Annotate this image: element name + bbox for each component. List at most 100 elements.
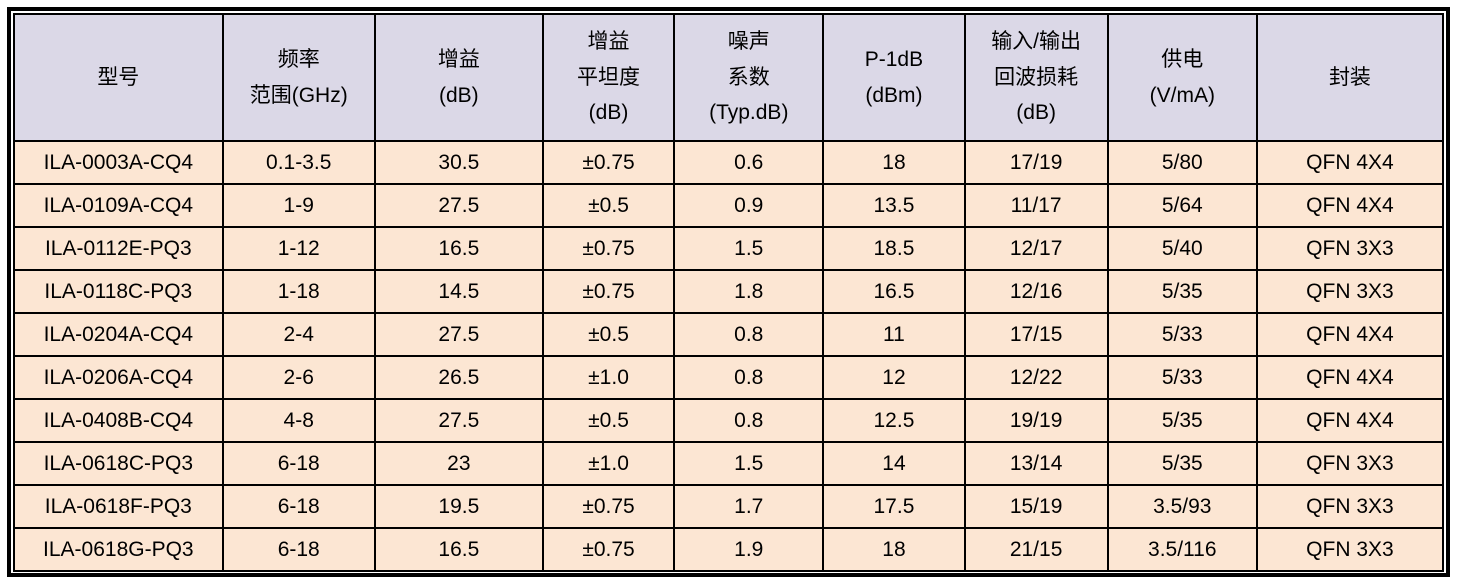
value-cell: QFN 4X4 bbox=[1255, 140, 1445, 185]
value-cell: 30.5 bbox=[373, 140, 544, 185]
column-header-package: 封装 bbox=[1255, 13, 1445, 142]
model-cell: ILA-0618G-PQ3 bbox=[13, 527, 224, 572]
value-cell: 5/35 bbox=[1106, 398, 1258, 443]
value-cell: QFN 4X4 bbox=[1255, 398, 1445, 443]
value-cell: 0.8 bbox=[673, 355, 825, 400]
value-cell: 0.9 bbox=[673, 183, 825, 228]
value-cell: 5/80 bbox=[1106, 140, 1258, 185]
value-cell: 6-18 bbox=[221, 484, 376, 529]
value-cell: 5/35 bbox=[1106, 441, 1258, 486]
value-cell: 17/19 bbox=[963, 140, 1109, 185]
value-cell: ±0.5 bbox=[541, 312, 676, 357]
value-cell: 27.5 bbox=[373, 398, 544, 443]
model-cell: ILA-0109A-CQ4 bbox=[13, 183, 224, 228]
header-row: 型号 频率 范围(GHz) 增益 (dB) 增益 平坦度 (dB) 噪声 系数 … bbox=[13, 13, 1445, 142]
value-cell: 16.5 bbox=[373, 527, 544, 572]
value-cell: 14 bbox=[822, 441, 966, 486]
value-cell: QFN 3X3 bbox=[1255, 269, 1445, 314]
value-cell: QFN 4X4 bbox=[1255, 312, 1445, 357]
model-cell: ILA-0204A-CQ4 bbox=[13, 312, 224, 357]
value-cell: 13/14 bbox=[963, 441, 1109, 486]
value-cell: 27.5 bbox=[373, 183, 544, 228]
model-cell: ILA-0112E-PQ3 bbox=[13, 226, 224, 271]
value-cell: ±0.75 bbox=[541, 269, 676, 314]
value-cell: 17/15 bbox=[963, 312, 1109, 357]
value-cell: QFN 3X3 bbox=[1255, 527, 1445, 572]
model-cell: ILA-0618C-PQ3 bbox=[13, 441, 224, 486]
value-cell: 5/35 bbox=[1106, 269, 1258, 314]
value-cell: 0.8 bbox=[673, 398, 825, 443]
value-cell: 1.7 bbox=[673, 484, 825, 529]
value-cell: 26.5 bbox=[373, 355, 544, 400]
value-cell: 1.8 bbox=[673, 269, 825, 314]
value-cell: 17.5 bbox=[822, 484, 966, 529]
table-row: ILA-0618C-PQ3 6-18 23 ±1.0 1.5 14 13/14 5/35 QFN… bbox=[13, 441, 1445, 486]
model-cell: ILA-0618F-PQ3 bbox=[13, 484, 224, 529]
column-header-gain: 增益 (dB) bbox=[373, 13, 544, 142]
value-cell: ±0.75 bbox=[541, 527, 676, 572]
table-row: ILA-0204A-CQ4 2-4 27.5 ±0.5 0.8 11 17/15 5/33 QF… bbox=[13, 312, 1445, 357]
value-cell: 16.5 bbox=[822, 269, 966, 314]
value-cell: 27.5 bbox=[373, 312, 544, 357]
value-cell: 14.5 bbox=[373, 269, 544, 314]
value-cell: 12/22 bbox=[963, 355, 1109, 400]
value-cell: QFN 3X3 bbox=[1255, 441, 1445, 486]
value-cell: ±0.5 bbox=[541, 183, 676, 228]
value-cell: 4-8 bbox=[221, 398, 376, 443]
value-cell: 1-9 bbox=[221, 183, 376, 228]
table-header: 型号 频率 范围(GHz) 增益 (dB) 增益 平坦度 (dB) 噪声 系数 … bbox=[13, 13, 1445, 142]
value-cell: ±1.0 bbox=[541, 355, 676, 400]
table-row: ILA-0618F-PQ3 6-18 19.5 ±0.75 1.7 17.5 15/19 3.… bbox=[13, 484, 1445, 529]
value-cell: 1.5 bbox=[673, 226, 825, 271]
table-row: ILA-0112E-PQ3 1-12 16.5 ±0.75 1.5 18.5 12/17 5/… bbox=[13, 226, 1445, 271]
value-cell: 5/64 bbox=[1106, 183, 1258, 228]
value-cell: 5/33 bbox=[1106, 355, 1258, 400]
value-cell: 5/33 bbox=[1106, 312, 1258, 357]
model-cell: ILA-0003A-CQ4 bbox=[13, 140, 224, 185]
table-row: ILA-0408B-CQ4 4-8 27.5 ±0.5 0.8 12.5 19/19 5/35… bbox=[13, 398, 1445, 443]
value-cell: 0.6 bbox=[673, 140, 825, 185]
value-cell: QFN 4X4 bbox=[1255, 355, 1445, 400]
table-row: ILA-0118C-PQ3 1-18 14.5 ±0.75 1.8 16.5 12/16 5/… bbox=[13, 269, 1445, 314]
model-cell: ILA-0118C-PQ3 bbox=[13, 269, 224, 314]
value-cell: 12.5 bbox=[822, 398, 966, 443]
value-cell: 23 bbox=[373, 441, 544, 486]
value-cell: ±0.5 bbox=[541, 398, 676, 443]
value-cell: 12/17 bbox=[963, 226, 1109, 271]
value-cell: 19.5 bbox=[373, 484, 544, 529]
value-cell: 15/19 bbox=[963, 484, 1109, 529]
value-cell: 16.5 bbox=[373, 226, 544, 271]
column-header-model: 型号 bbox=[13, 13, 224, 142]
value-cell: 1-12 bbox=[221, 226, 376, 271]
value-cell: ±0.75 bbox=[541, 140, 676, 185]
value-cell: ±1.0 bbox=[541, 441, 676, 486]
value-cell: 6-18 bbox=[221, 527, 376, 572]
table-row: ILA-0003A-CQ4 0.1-3.5 30.5 ±0.75 0.6 18 17/19 5… bbox=[13, 140, 1445, 185]
model-cell: ILA-0206A-CQ4 bbox=[13, 355, 224, 400]
column-header-gain-flatness: 增益 平坦度 (dB) bbox=[541, 13, 676, 142]
value-cell: 1.9 bbox=[673, 527, 825, 572]
value-cell: 18 bbox=[822, 527, 966, 572]
spec-table-frame: 型号 频率 范围(GHz) 增益 (dB) 增益 平坦度 (dB) 噪声 系数 … bbox=[7, 7, 1450, 577]
table-body: ILA-0003A-CQ4 0.1-3.5 30.5 ±0.75 0.6 18 17/19 5… bbox=[13, 140, 1445, 572]
value-cell: QFN 4X4 bbox=[1255, 183, 1445, 228]
value-cell: 18 bbox=[822, 140, 966, 185]
value-cell: 2-6 bbox=[221, 355, 376, 400]
amplifier-spec-table: 型号 频率 范围(GHz) 增益 (dB) 增益 平坦度 (dB) 噪声 系数 … bbox=[13, 13, 1445, 572]
value-cell: 0.8 bbox=[673, 312, 825, 357]
value-cell: 0.1-3.5 bbox=[221, 140, 376, 185]
value-cell: 21/15 bbox=[963, 527, 1109, 572]
column-header-return-loss: 输入/输出 回波损耗 (dB) bbox=[963, 13, 1109, 142]
value-cell: 5/40 bbox=[1106, 226, 1258, 271]
column-header-frequency-range: 频率 范围(GHz) bbox=[221, 13, 376, 142]
value-cell: 1.5 bbox=[673, 441, 825, 486]
value-cell: 11/17 bbox=[963, 183, 1109, 228]
value-cell: QFN 3X3 bbox=[1255, 484, 1445, 529]
value-cell: QFN 3X3 bbox=[1255, 226, 1445, 271]
value-cell: 18.5 bbox=[822, 226, 966, 271]
value-cell: ±0.75 bbox=[541, 484, 676, 529]
table-row: ILA-0206A-CQ4 2-6 26.5 ±1.0 0.8 12 12/22 5/33 QF… bbox=[13, 355, 1445, 400]
column-header-noise-figure: 噪声 系数 (Typ.dB) bbox=[673, 13, 825, 142]
value-cell: 13.5 bbox=[822, 183, 966, 228]
value-cell: 1-18 bbox=[221, 269, 376, 314]
